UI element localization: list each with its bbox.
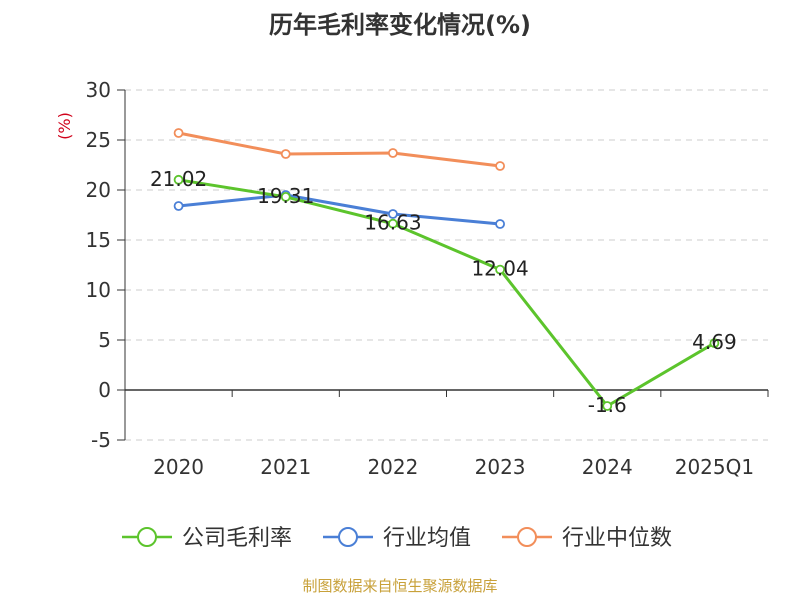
y-tick-label: 5 <box>98 328 111 352</box>
data-point <box>173 174 184 185</box>
x-tick-labels: 2020 2021 2022 2023 2024 2025Q1 <box>153 455 754 479</box>
data-point <box>173 201 184 211</box>
data-label: 4.69 <box>692 330 737 354</box>
data-label: 12.04 <box>471 257 528 281</box>
legend-item: 公司毛利率 <box>122 526 292 551</box>
x-tick-label: 2021 <box>260 455 311 479</box>
y-tick-label: 30 <box>86 78 111 102</box>
series-line <box>178 178 716 408</box>
data-point <box>709 338 720 349</box>
data-point <box>495 264 505 275</box>
chart-title: 历年毛利率变化情况(%) <box>269 11 531 39</box>
legend-label: 公司毛利率 <box>182 526 292 551</box>
data-point <box>280 149 291 159</box>
y-tick-label: 25 <box>86 128 111 152</box>
y-tick-label: 15 <box>86 228 111 252</box>
x-tick-label: 2023 <box>475 455 526 479</box>
x-tick-label: 2024 <box>582 455 633 479</box>
data-point <box>388 148 398 158</box>
series-2 <box>173 128 505 171</box>
y-tick-label: 10 <box>86 278 111 302</box>
legend-marker <box>338 527 358 547</box>
series-line <box>178 131 501 168</box>
data-point <box>173 128 184 138</box>
data-point <box>388 218 398 229</box>
data-labels: 21.02 19.31 16.63 12.04 -1.6 4.69 <box>150 167 737 417</box>
data-point <box>495 161 505 171</box>
grid-lines <box>125 89 768 441</box>
legend-item: 行业中位数 <box>502 526 672 551</box>
data-label: 16.63 <box>364 211 421 235</box>
legend-label: 行业中位数 <box>562 526 672 551</box>
series-0 <box>173 174 720 411</box>
legend-marker <box>137 527 157 547</box>
axes <box>117 89 769 441</box>
data-label: 21.02 <box>150 167 207 191</box>
data-point <box>388 209 398 219</box>
source-note: 制图数据来自恒生聚源数据库 <box>302 577 497 595</box>
legend-marker <box>517 527 537 547</box>
y-tick-labels: 30 25 20 15 10 5 0 -5 <box>86 78 111 452</box>
data-label: 19.31 <box>257 184 314 208</box>
x-tick-label: 2022 <box>367 455 418 479</box>
y-tick-label: 20 <box>86 178 111 202</box>
series-line <box>178 193 501 226</box>
data-point <box>602 401 613 411</box>
series-lines <box>173 128 720 411</box>
x-tick-label: 2025Q1 <box>675 455 754 479</box>
y-axis-label: (%) <box>55 112 74 140</box>
data-point <box>495 219 505 229</box>
y-tick-label: 0 <box>98 378 111 402</box>
x-tick-label: 2020 <box>153 455 204 479</box>
legend: 公司毛利率 行业均值 行业中位数 <box>122 526 672 551</box>
data-label: -1.6 <box>588 393 627 417</box>
y-tick-label: -5 <box>91 428 111 452</box>
data-point <box>280 191 291 202</box>
legend-item: 行业均值 <box>323 526 471 551</box>
legend-label: 行业均值 <box>383 526 471 551</box>
